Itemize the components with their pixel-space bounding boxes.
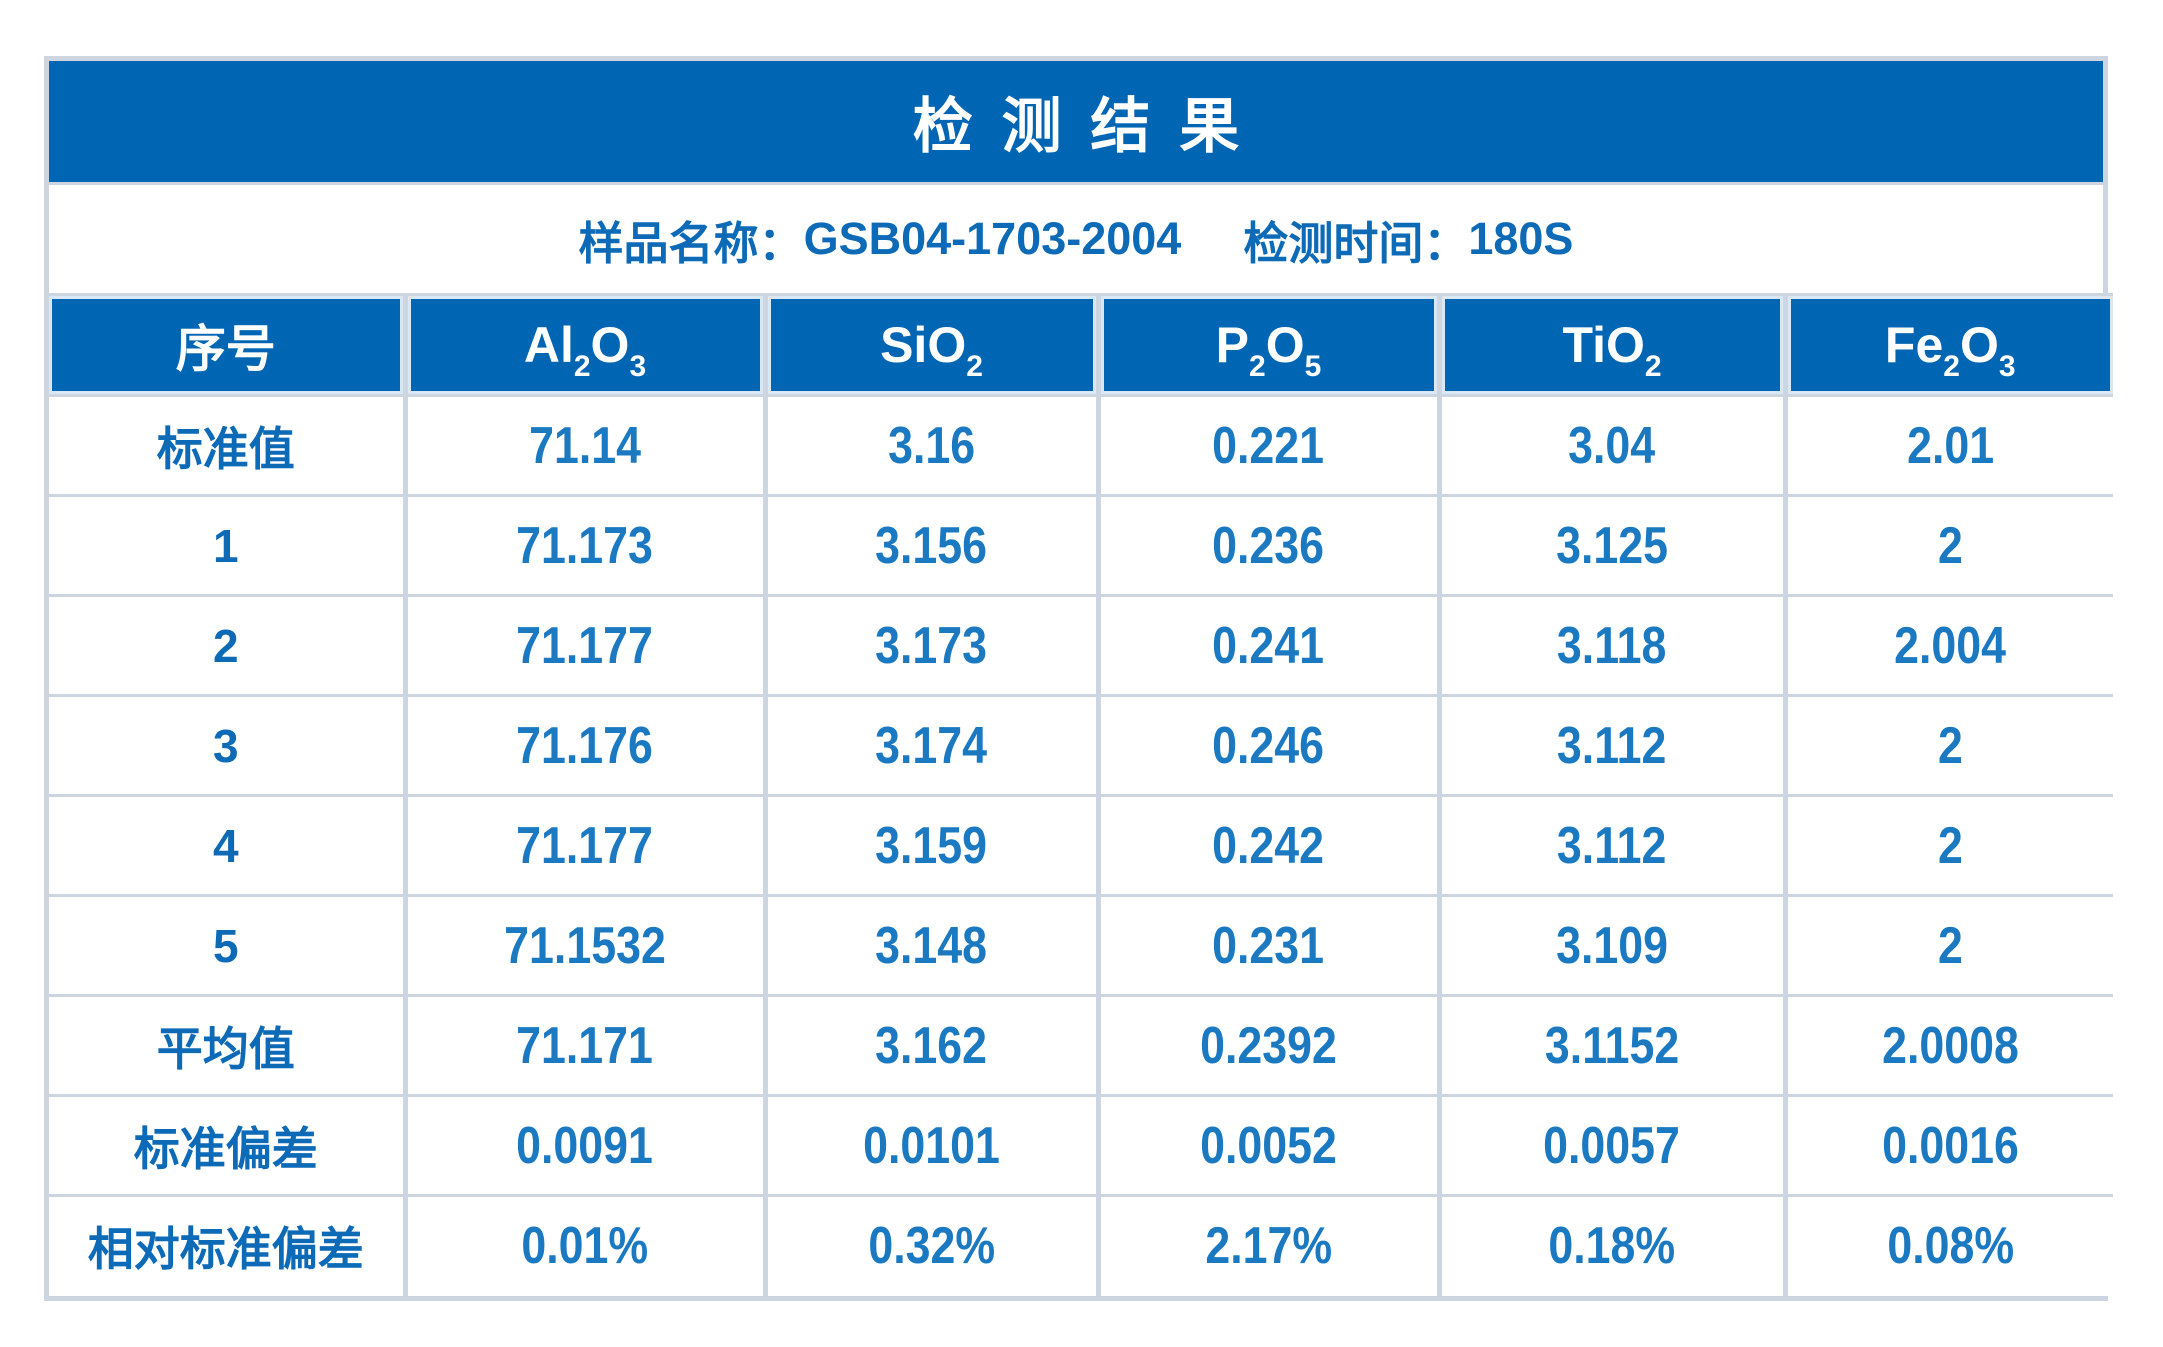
cell: 0.18% — [1436, 1194, 1785, 1296]
column-header-Fe2O3: Fe2O3 — [1782, 293, 2113, 396]
row-label: 标准偏差 — [49, 1094, 405, 1196]
report-subtitle: 样品名称： GSB04-1703-2004 检测时间： 180S — [49, 185, 2103, 293]
cell: 0.221 — [1095, 394, 1439, 496]
row-label: 4 — [49, 794, 405, 896]
cell: 0.0101 — [762, 1094, 1098, 1196]
cell: 0.2392 — [1095, 994, 1439, 1096]
cell: 0.0057 — [1436, 1094, 1785, 1196]
cell: 3.1152 — [1436, 994, 1785, 1096]
table-row: 标准偏差 0.0091 0.0101 0.0052 0.0057 0.0016 — [49, 1094, 2113, 1196]
cell: 0.246 — [1095, 694, 1439, 796]
table-row: 1 71.173 3.156 0.236 3.125 2 — [49, 494, 2113, 596]
cell: 0.231 — [1095, 894, 1439, 996]
cell: 3.112 — [1436, 794, 1785, 896]
cell: 3.112 — [1436, 694, 1785, 796]
column-header-Al2O3: Al2O3 — [402, 293, 765, 396]
cell: 71.176 — [402, 694, 765, 796]
table-row: 2 71.177 3.173 0.241 3.118 2.004 — [49, 594, 2113, 696]
table-header-row: 序号 Al2O3 SiO2 P2O5 TiO2 Fe2O3 — [49, 293, 2113, 396]
sample-name-label: 样品名称： — [578, 217, 804, 269]
row-label: 2 — [49, 594, 405, 696]
cell: 2 — [1782, 894, 2113, 996]
row-label: 平均值 — [49, 994, 405, 1096]
row-label: 相对标准偏差 — [49, 1194, 405, 1296]
cell: 3.156 — [762, 494, 1098, 596]
table-row: 4 71.177 3.159 0.242 3.112 2 — [49, 794, 2113, 896]
cell: 3.173 — [762, 594, 1098, 696]
cell: 0.08% — [1782, 1194, 2113, 1296]
cell: 71.177 — [402, 594, 765, 696]
column-header-P2O5: P2O5 — [1095, 293, 1439, 396]
cell: 71.14 — [402, 394, 765, 496]
row-label: 5 — [49, 894, 405, 996]
cell: 71.1532 — [402, 894, 765, 996]
cell: 2.17% — [1095, 1194, 1439, 1296]
table-row: 平均值 71.171 3.162 0.2392 3.1152 2.0008 — [49, 994, 2113, 1096]
cell: 0.0016 — [1782, 1094, 2113, 1196]
row-label: 标准值 — [49, 394, 405, 496]
cell: 2 — [1782, 794, 2113, 896]
cell: 0.242 — [1095, 794, 1439, 896]
row-label: 1 — [49, 494, 405, 596]
cell: 71.171 — [402, 994, 765, 1096]
sample-name-value: GSB04-1703-2004 — [803, 213, 1182, 264]
test-time-value: 180S — [1468, 213, 1574, 264]
cell: 0.0091 — [402, 1094, 765, 1196]
cell: 2 — [1782, 694, 2113, 796]
cell: 2.004 — [1782, 594, 2113, 696]
test-time-label: 检测时间： — [1243, 217, 1469, 269]
cell: 71.177 — [402, 794, 765, 896]
test-results-report: 检测结果 样品名称： GSB04-1703-2004 检测时间： 180S 序号 Al… — [44, 56, 2113, 1301]
table-row: 相对标准偏差 0.01% 0.32% 2.17% 0.18% 0.08% — [49, 1194, 2113, 1296]
report-title: 检测结果 — [49, 61, 2103, 185]
cell: 3.118 — [1436, 594, 1785, 696]
cell: 0.32% — [762, 1194, 1098, 1296]
table-row: 5 71.1532 3.148 0.231 3.109 2 — [49, 894, 2113, 996]
cell: 3.162 — [762, 994, 1098, 1096]
cell: 2 — [1782, 494, 2113, 596]
cell: 0.236 — [1095, 494, 1439, 596]
column-header-SiO2: SiO2 — [762, 293, 1098, 396]
column-header-序号: 序号 — [49, 293, 405, 396]
cell: 0.241 — [1095, 594, 1439, 696]
results-table: 序号 Al2O3 SiO2 P2O5 TiO2 Fe2O3 标准值 71.14 3.16 0.2… — [49, 293, 2113, 1296]
cell: 3.04 — [1436, 394, 1785, 496]
cell: 3.159 — [762, 794, 1098, 896]
table-row: 标准值 71.14 3.16 0.221 3.04 2.01 — [49, 394, 2113, 496]
cell: 2.0008 — [1782, 994, 2113, 1096]
table-row: 3 71.176 3.174 0.246 3.112 2 — [49, 694, 2113, 796]
cell: 0.0052 — [1095, 1094, 1439, 1196]
row-label: 3 — [49, 694, 405, 796]
cell: 3.16 — [762, 394, 1098, 496]
cell: 2.01 — [1782, 394, 2113, 496]
cell: 3.109 — [1436, 894, 1785, 996]
cell: 0.01% — [402, 1194, 765, 1296]
column-header-TiO2: TiO2 — [1436, 293, 1785, 396]
cell: 3.174 — [762, 694, 1098, 796]
cell: 71.173 — [402, 494, 765, 596]
cell: 3.148 — [762, 894, 1098, 996]
cell: 3.125 — [1436, 494, 1785, 596]
